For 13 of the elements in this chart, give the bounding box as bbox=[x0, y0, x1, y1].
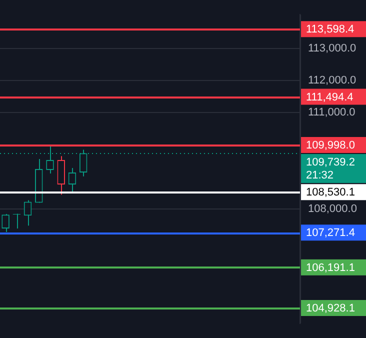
ref-line-label: 113,598.4 bbox=[306, 24, 354, 36]
ref-line-label: 109,998.0 bbox=[306, 139, 355, 152]
ref-line-label: 108,530.1 bbox=[306, 186, 355, 199]
ref-line-label: 109,739.2 bbox=[306, 156, 355, 168]
y-tick-label: 112,000.0 bbox=[308, 74, 356, 87]
text: 21:32 bbox=[306, 169, 334, 182]
ref-line-label: 104,928.1 bbox=[306, 302, 355, 315]
ref-line-label: 106,191.1 bbox=[306, 262, 355, 274]
ref-line-label: 111,494.4 bbox=[306, 91, 354, 104]
y-tick-label: 111,000.0 bbox=[308, 106, 356, 119]
y-tick-label: 108,000.0 bbox=[308, 203, 357, 216]
ref-line-label: 107,271.4 bbox=[306, 227, 355, 240]
y-tick-label: 113,000.0 bbox=[308, 42, 356, 54]
